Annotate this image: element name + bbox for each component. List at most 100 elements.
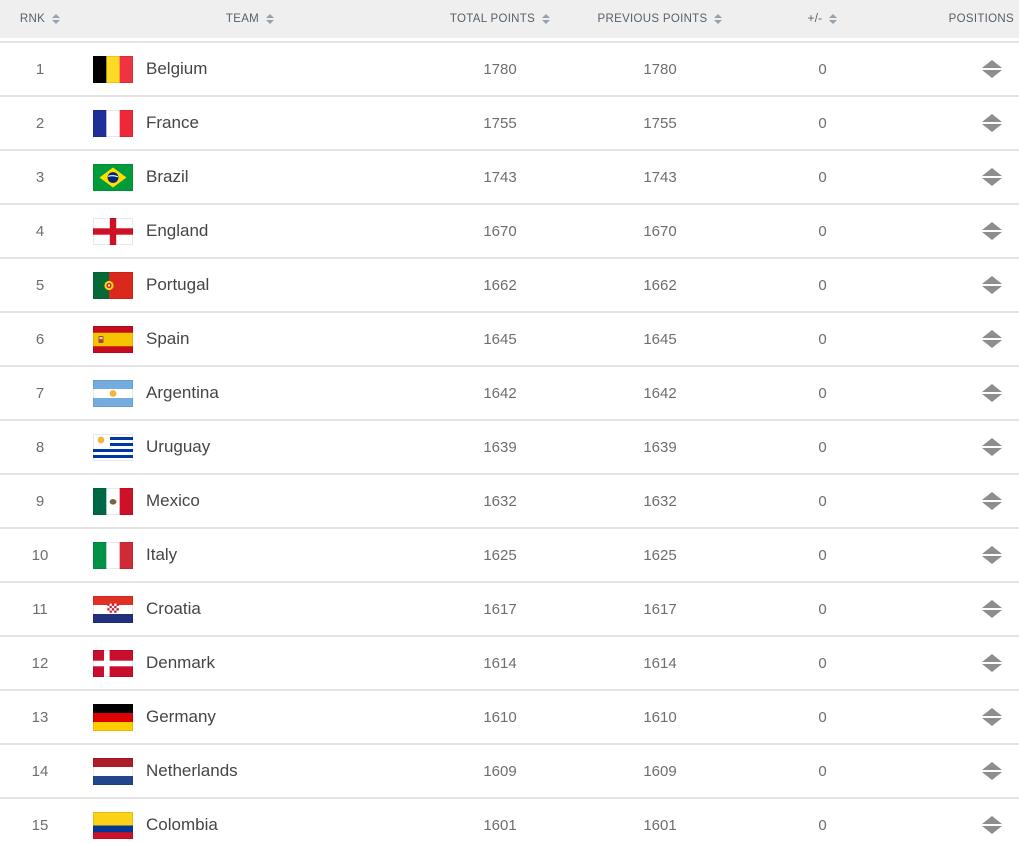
plus-minus-cell: 0 xyxy=(740,385,905,402)
table-row[interactable]: 5 Portugal 1662 1662 0 xyxy=(0,257,1019,311)
previous-points-value: 1645 xyxy=(643,330,677,348)
position-no-change-icon xyxy=(982,492,1002,510)
table-row[interactable]: 11 Croatia 1617 1617 0 xyxy=(0,581,1019,635)
position-no-change-icon xyxy=(982,816,1002,834)
position-up-triangle-icon xyxy=(982,600,1002,608)
total-points-value: 1625 xyxy=(483,546,517,564)
sort-icon xyxy=(266,14,275,24)
position-up-triangle-icon xyxy=(982,762,1002,770)
column-header-team[interactable]: TEAM xyxy=(80,13,420,25)
column-header-previous_points[interactable]: PREVIOUS POINTS xyxy=(580,13,740,25)
total-points-cell: 1632 xyxy=(420,493,580,510)
previous-points-cell: 1642 xyxy=(580,385,740,402)
flag-icon xyxy=(93,379,133,407)
rank-value: 3 xyxy=(35,168,45,186)
position-up-triangle-icon xyxy=(982,222,1002,230)
rank-cell: 14 xyxy=(0,763,80,780)
position-down-triangle-icon xyxy=(982,610,1002,618)
position-no-change-icon xyxy=(982,546,1002,564)
flag-icon xyxy=(93,487,133,515)
previous-points-value: 1617 xyxy=(643,600,677,618)
team-name: Colombia xyxy=(146,815,218,834)
table-row[interactable]: 7 Argentina 1642 1642 0 xyxy=(0,365,1019,419)
previous-points-cell: 1609 xyxy=(580,763,740,780)
column-header-label: RNK xyxy=(19,13,46,25)
previous-points-cell: 1743 xyxy=(580,169,740,186)
positions-cell xyxy=(905,546,1019,564)
flag-icon xyxy=(93,541,133,569)
total-points-value: 1670 xyxy=(483,222,517,240)
column-header-label: POSITIONS xyxy=(948,13,1014,25)
sort-up-arrow-icon xyxy=(714,14,723,18)
table-row[interactable]: 1 Belgium 1780 1780 0 xyxy=(0,41,1019,95)
rank-cell: 12 xyxy=(0,655,80,672)
rank-value: 7 xyxy=(35,384,45,402)
position-no-change-icon xyxy=(982,600,1002,618)
column-header-rnk[interactable]: RNK xyxy=(0,13,80,25)
total-points-value: 1755 xyxy=(483,114,517,132)
team-cell: Belgium xyxy=(80,55,420,83)
team-cell: Denmark xyxy=(80,649,420,677)
position-down-triangle-icon xyxy=(982,502,1002,510)
plus-minus-cell: 0 xyxy=(740,277,905,294)
team-cell: Germany xyxy=(80,703,420,731)
table-row[interactable]: 8 Uruguay 1639 1639 0 xyxy=(0,419,1019,473)
position-no-change-icon xyxy=(982,708,1002,726)
column-header-label: TEAM xyxy=(225,13,260,25)
position-down-triangle-icon xyxy=(982,340,1002,348)
total-points-value: 1645 xyxy=(483,330,517,348)
flag-icon xyxy=(93,217,133,245)
rank-value: 1 xyxy=(35,60,45,78)
plus-minus-value: 0 xyxy=(818,384,827,402)
position-down-triangle-icon xyxy=(982,664,1002,672)
table-row[interactable]: 14 Netherlands 1609 1609 0 xyxy=(0,743,1019,797)
table-row[interactable]: 10 Italy 1625 1625 0 xyxy=(0,527,1019,581)
column-header-total_points[interactable]: TOTAL POINTS xyxy=(420,13,580,25)
previous-points-cell: 1601 xyxy=(580,817,740,834)
table-row[interactable]: 15 Colombia 1601 1601 0 xyxy=(0,797,1019,843)
plus-minus-value: 0 xyxy=(818,492,827,510)
rank-value: 6 xyxy=(35,330,45,348)
positions-cell xyxy=(905,600,1019,618)
team-name: Netherlands xyxy=(146,761,238,780)
previous-points-cell: 1614 xyxy=(580,655,740,672)
position-up-triangle-icon xyxy=(982,60,1002,68)
position-no-change-icon xyxy=(982,114,1002,132)
sort-up-arrow-icon xyxy=(266,14,275,18)
table-row[interactable]: 2 France 1755 1755 0 xyxy=(0,95,1019,149)
column-header-label: TOTAL POINTS xyxy=(449,13,536,25)
table-row[interactable]: 12 Denmark 1614 1614 0 xyxy=(0,635,1019,689)
flag-icon xyxy=(93,271,133,299)
table-row[interactable]: 9 Mexico 1632 1632 0 xyxy=(0,473,1019,527)
flag-icon xyxy=(93,757,133,785)
total-points-cell: 1743 xyxy=(420,169,580,186)
flag-icon xyxy=(93,325,133,353)
table-row[interactable]: 6 Spain 1645 1645 0 xyxy=(0,311,1019,365)
plus-minus-value: 0 xyxy=(818,600,827,618)
table-row[interactable]: 3 Brazil 1743 1743 0 xyxy=(0,149,1019,203)
column-header-plus_minus[interactable]: +/- xyxy=(740,13,905,25)
sort-icon xyxy=(829,14,838,24)
team-cell: Uruguay xyxy=(80,433,420,461)
team-name: Portugal xyxy=(146,275,210,294)
plus-minus-cell: 0 xyxy=(740,439,905,456)
flag-icon xyxy=(93,163,133,191)
table-row[interactable]: 4 England 1670 1670 0 xyxy=(0,203,1019,257)
total-points-cell: 1625 xyxy=(420,547,580,564)
table-row[interactable]: 13 Germany 1610 1610 0 xyxy=(0,689,1019,743)
total-points-cell: 1642 xyxy=(420,385,580,402)
rank-value: 11 xyxy=(32,600,48,618)
total-points-cell: 1639 xyxy=(420,439,580,456)
flag-icon xyxy=(93,433,133,461)
position-down-triangle-icon xyxy=(982,718,1002,726)
plus-minus-cell: 0 xyxy=(740,115,905,132)
rank-value: 5 xyxy=(35,276,45,294)
total-points-cell: 1755 xyxy=(420,115,580,132)
total-points-value: 1642 xyxy=(483,384,517,402)
rank-cell: 3 xyxy=(0,169,80,186)
team-name: England xyxy=(146,221,209,240)
rank-value: 2 xyxy=(35,114,45,132)
position-no-change-icon xyxy=(982,384,1002,402)
sort-icon xyxy=(542,14,551,24)
